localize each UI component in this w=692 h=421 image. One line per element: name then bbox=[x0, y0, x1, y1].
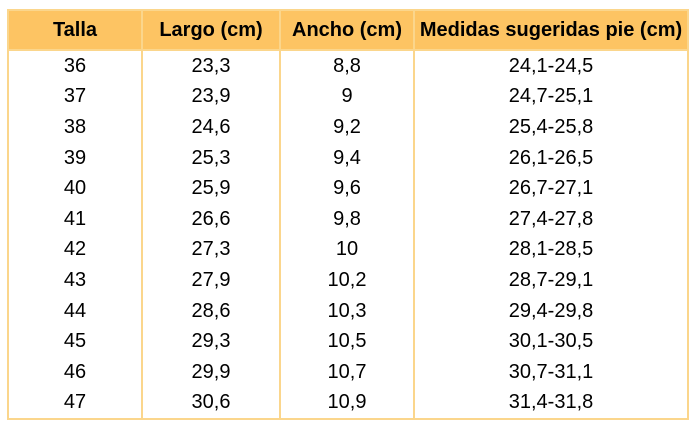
cell-talla: 36 bbox=[7, 50, 143, 82]
cell-talla: 42 bbox=[7, 234, 143, 266]
cell-talla: 39 bbox=[7, 142, 143, 174]
cell-ancho: 10,3 bbox=[279, 295, 415, 327]
cell-largo: 30,6 bbox=[141, 387, 281, 421]
cell-largo: 27,9 bbox=[141, 265, 281, 296]
table-row: 43 27,9 10,2 28,7-29,1 bbox=[7, 265, 689, 296]
cell-medidas-pie: 27,4-27,8 bbox=[413, 203, 689, 235]
cell-talla: 37 bbox=[7, 81, 143, 113]
table-row: 40 25,9 9,6 26,7-27,1 bbox=[7, 173, 689, 204]
cell-talla: 40 bbox=[7, 173, 143, 204]
cell-medidas-pie: 31,4-31,8 bbox=[413, 387, 689, 421]
cell-ancho: 9,2 bbox=[279, 112, 415, 143]
table-body: 36 23,3 8,8 24,1-24,5 37 23,9 9 24,7-25,1 38 24,6… bbox=[7, 50, 689, 421]
cell-largo: 23,9 bbox=[141, 81, 281, 113]
cell-ancho: 9,4 bbox=[279, 142, 415, 174]
size-chart-table: Talla Largo (cm) Ancho (cm) Medidas suge… bbox=[7, 9, 689, 421]
cell-talla: 45 bbox=[7, 326, 143, 357]
cell-largo: 25,9 bbox=[141, 173, 281, 204]
cell-largo: 28,6 bbox=[141, 295, 281, 327]
cell-largo: 29,3 bbox=[141, 326, 281, 357]
cell-talla: 43 bbox=[7, 265, 143, 296]
table-row: 45 29,3 10,5 30,1-30,5 bbox=[7, 326, 689, 357]
cell-ancho: 10 bbox=[279, 234, 415, 266]
cell-largo: 23,3 bbox=[141, 50, 281, 82]
cell-talla: 38 bbox=[7, 112, 143, 143]
table-row: 46 29,9 10,7 30,7-31,1 bbox=[7, 356, 689, 388]
cell-medidas-pie: 26,1-26,5 bbox=[413, 142, 689, 174]
cell-largo: 27,3 bbox=[141, 234, 281, 266]
header-largo: Largo (cm) bbox=[141, 9, 281, 51]
cell-ancho: 8,8 bbox=[279, 50, 415, 82]
table-row: 38 24,6 9,2 25,4-25,8 bbox=[7, 112, 689, 143]
table-row: 44 28,6 10,3 29,4-29,8 bbox=[7, 295, 689, 327]
cell-largo: 29,9 bbox=[141, 356, 281, 388]
cell-medidas-pie: 25,4-25,8 bbox=[413, 112, 689, 143]
cell-ancho: 10,9 bbox=[279, 387, 415, 421]
table-row: 41 26,6 9,8 27,4-27,8 bbox=[7, 203, 689, 235]
cell-medidas-pie: 26,7-27,1 bbox=[413, 173, 689, 204]
cell-ancho: 10,2 bbox=[279, 265, 415, 296]
cell-medidas-pie: 30,7-31,1 bbox=[413, 356, 689, 388]
header-medidas-pie: Medidas sugeridas pie (cm) bbox=[413, 9, 689, 51]
cell-ancho: 9,6 bbox=[279, 173, 415, 204]
table-row: 36 23,3 8,8 24,1-24,5 bbox=[7, 50, 689, 82]
table-row: 39 25,3 9,4 26,1-26,5 bbox=[7, 142, 689, 174]
table-row: 42 27,3 10 28,1-28,5 bbox=[7, 234, 689, 266]
table-row: 37 23,9 9 24,7-25,1 bbox=[7, 81, 689, 113]
cell-largo: 26,6 bbox=[141, 203, 281, 235]
cell-medidas-pie: 24,7-25,1 bbox=[413, 81, 689, 113]
cell-ancho: 9 bbox=[279, 81, 415, 113]
header-ancho: Ancho (cm) bbox=[279, 9, 415, 51]
cell-talla: 46 bbox=[7, 356, 143, 388]
cell-largo: 25,3 bbox=[141, 142, 281, 174]
cell-ancho: 9,8 bbox=[279, 203, 415, 235]
cell-ancho: 10,5 bbox=[279, 326, 415, 357]
cell-talla: 41 bbox=[7, 203, 143, 235]
cell-ancho: 10,7 bbox=[279, 356, 415, 388]
table-row: 47 30,6 10,9 31,4-31,8 bbox=[7, 387, 689, 421]
cell-talla: 44 bbox=[7, 295, 143, 327]
cell-talla: 47 bbox=[7, 387, 143, 421]
cell-medidas-pie: 28,1-28,5 bbox=[413, 234, 689, 266]
header-row: Talla Largo (cm) Ancho (cm) Medidas suge… bbox=[7, 9, 689, 51]
table-header: Talla Largo (cm) Ancho (cm) Medidas suge… bbox=[7, 9, 689, 51]
cell-medidas-pie: 29,4-29,8 bbox=[413, 295, 689, 327]
cell-medidas-pie: 30,1-30,5 bbox=[413, 326, 689, 357]
cell-medidas-pie: 24,1-24,5 bbox=[413, 50, 689, 82]
cell-medidas-pie: 28,7-29,1 bbox=[413, 265, 689, 296]
header-talla: Talla bbox=[7, 9, 143, 51]
cell-largo: 24,6 bbox=[141, 112, 281, 143]
